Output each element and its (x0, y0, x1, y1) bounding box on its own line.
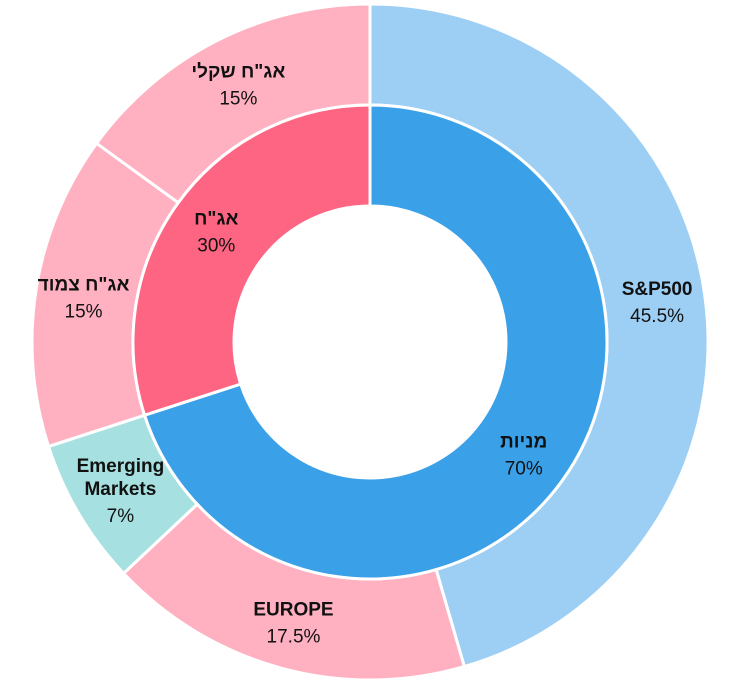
outer-slice-2-name-label: Emerging (77, 456, 165, 477)
outer-slice-4-value-label: 15% (219, 89, 257, 110)
inner-slice-0 (143, 103, 609, 581)
inner-slice-0-name-label: מניות (500, 432, 547, 453)
inner-ring (131, 103, 609, 581)
outer-slice-4-name-label: אג"ח שקלי (191, 62, 285, 83)
outer-slice-1-value-label: 17.5% (267, 627, 321, 648)
inner-slice-1-value-label: 30% (197, 235, 235, 256)
inner-slice-1 (131, 103, 372, 417)
outer-slice-2-value-label: 7% (107, 506, 135, 527)
outer-slice-3-value-label: 15% (65, 302, 103, 323)
inner-slice-0-value-label: 70% (505, 459, 543, 480)
outer-slice-1-name-label: EUROPE (253, 600, 333, 621)
outer-slice-0-name-label: S&P500 (622, 279, 693, 300)
outer-ring (30, 2, 710, 682)
outer-slice-0-value-label: 45.5% (630, 306, 684, 327)
outer-slice-3-name-label: אג"ח צמוד (38, 275, 130, 296)
outer-slice-2-name-label: Markets (84, 479, 156, 500)
inner-slice-1-name-label: אג"ח (194, 208, 238, 229)
